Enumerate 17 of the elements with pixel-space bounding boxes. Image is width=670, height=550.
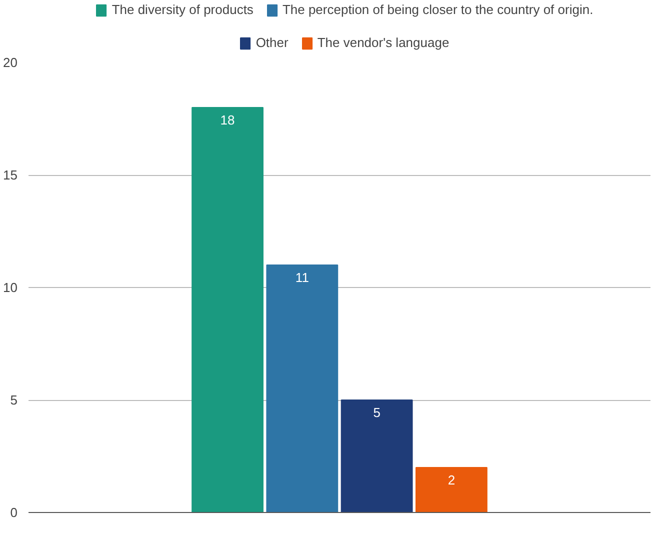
- y-tick-label: 0: [10, 505, 18, 520]
- data-label: 18: [220, 112, 235, 128]
- data-label: 2: [448, 472, 456, 488]
- data-label: 5: [373, 405, 380, 420]
- y-tick-label: 15: [3, 168, 18, 182]
- bar: [192, 107, 264, 512]
- bar: [340, 400, 413, 512]
- y-tick-label: 10: [3, 280, 18, 295]
- bar: [266, 264, 338, 512]
- legend-label: The vendor's language: [317, 35, 450, 50]
- y-tick-label: 5: [10, 392, 18, 408]
- legend-label: Other: [256, 35, 288, 50]
- data-label: 11: [295, 270, 309, 285]
- y-tick-label: 20: [3, 55, 18, 70]
- legend-label: The perception of being closer to the country of origin.: [282, 2, 594, 17]
- legend-label: The diversity of products: [112, 2, 254, 17]
- bar: [416, 467, 488, 512]
